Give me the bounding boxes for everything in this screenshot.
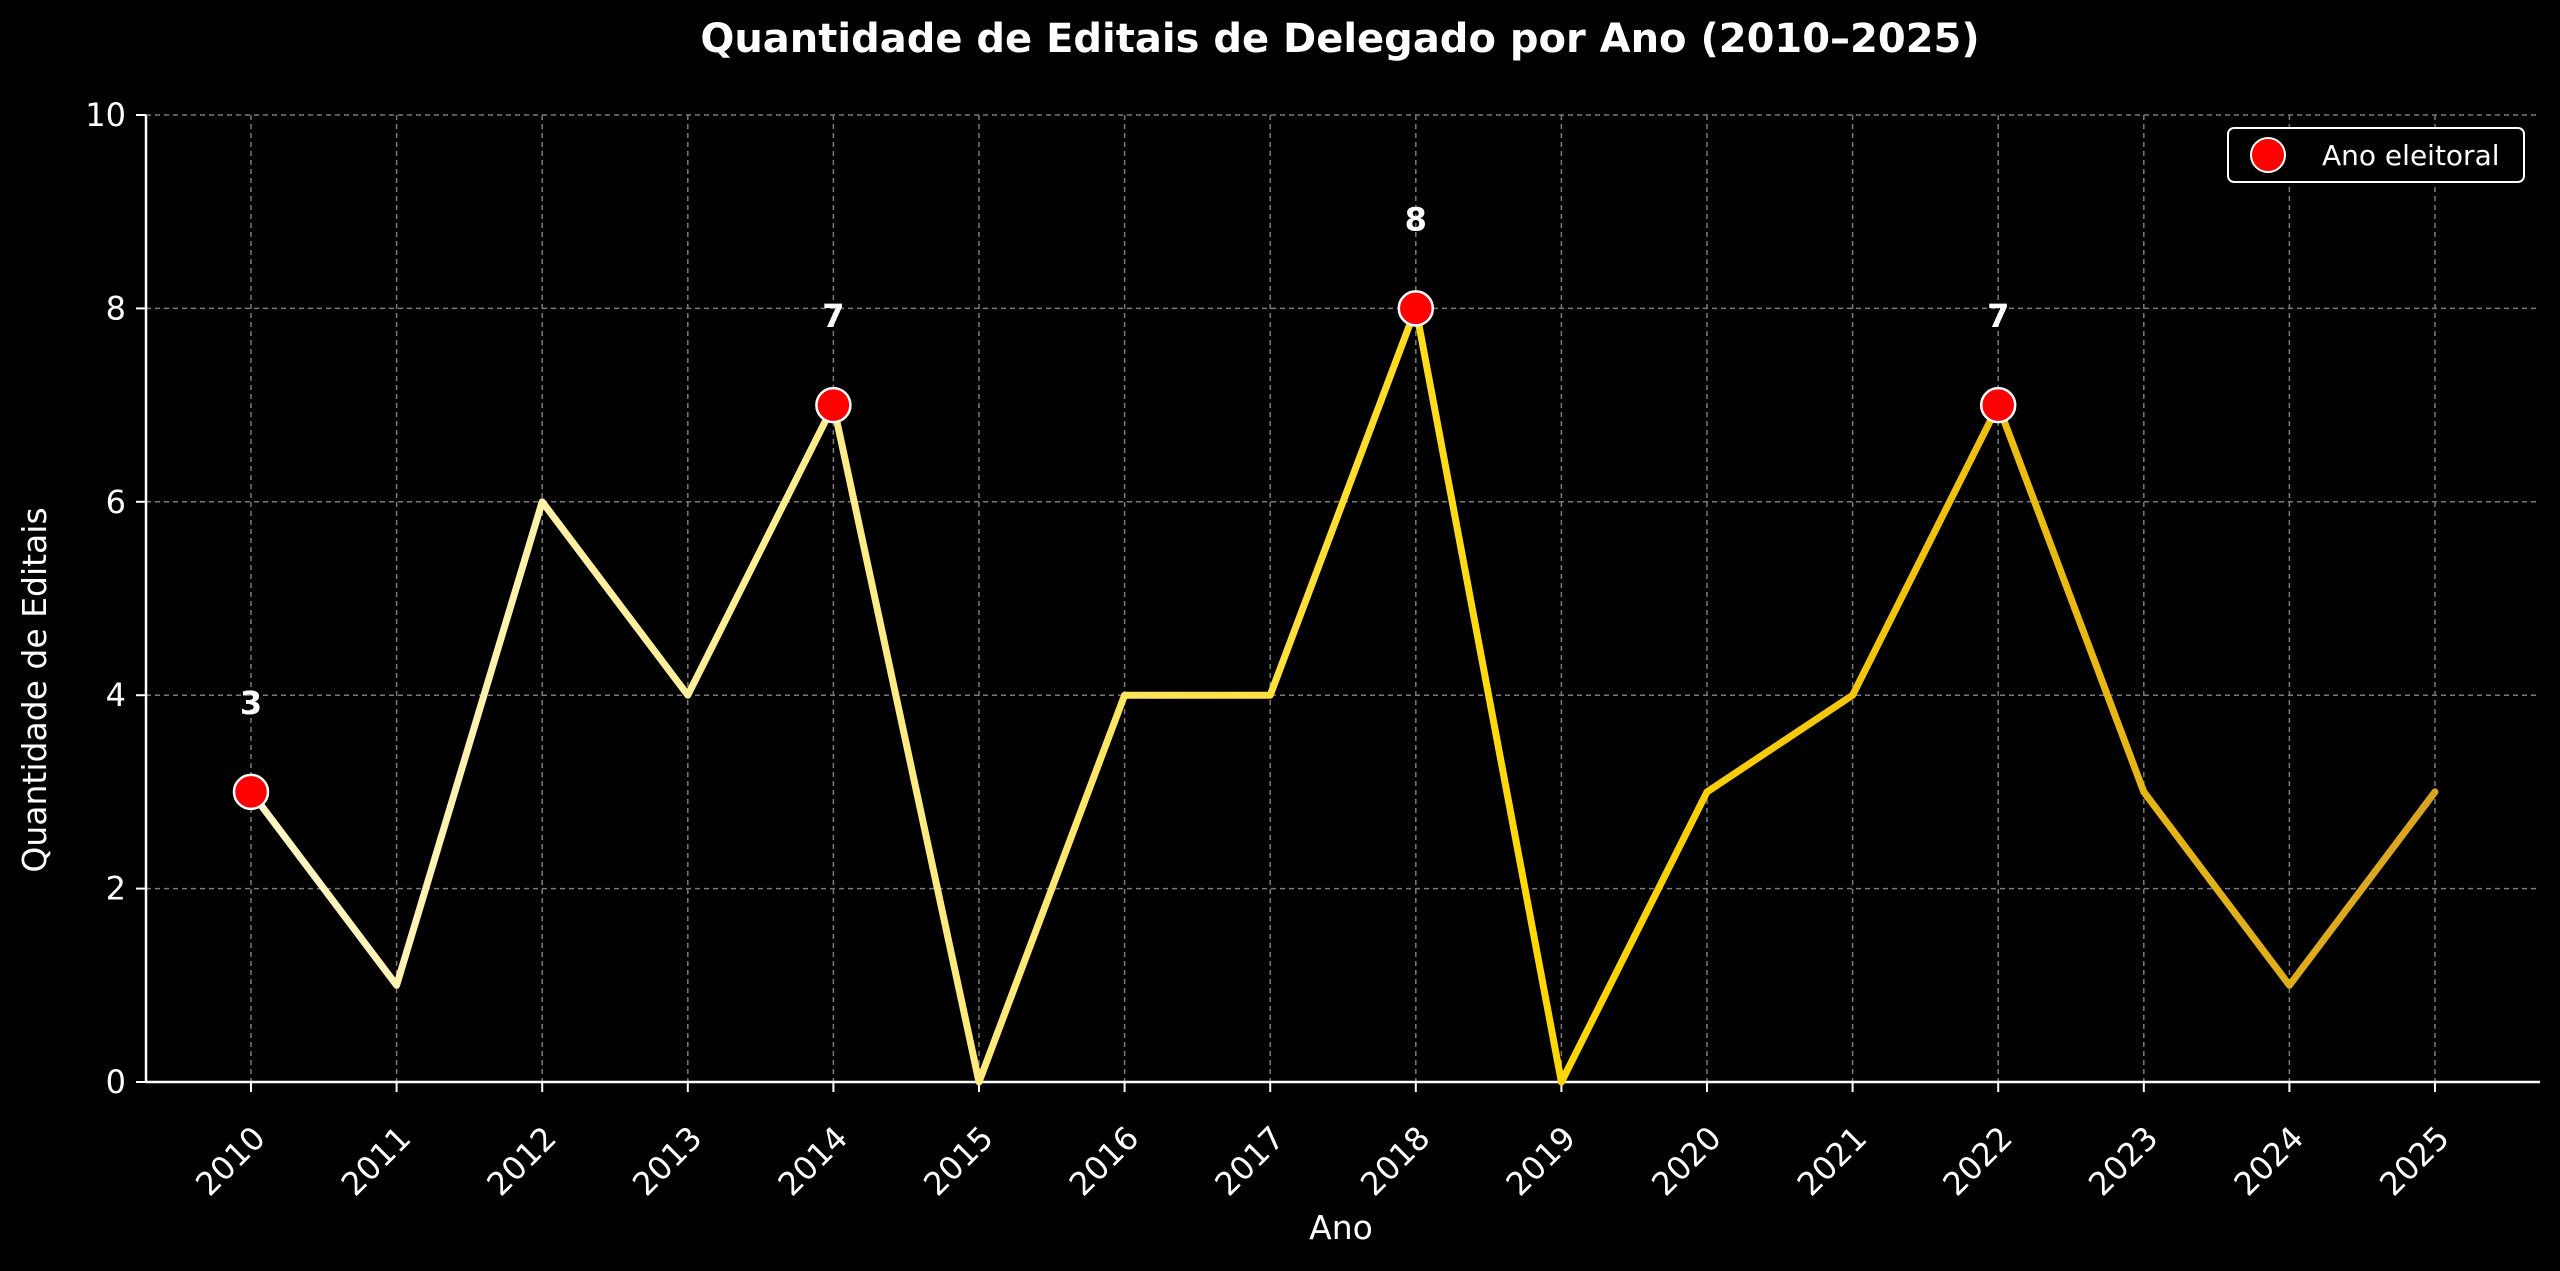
x-tick-label: 2011	[334, 1119, 418, 1203]
y-tick-label: 4	[106, 676, 126, 714]
data-label: 3	[240, 684, 262, 722]
x-tick-label: 2014	[771, 1119, 855, 1203]
axes	[136, 114, 2540, 1092]
x-tick-label: 2018	[1353, 1119, 1437, 1203]
series-line	[247, 304, 2439, 1086]
x-axis-label: Ano	[1309, 1208, 1373, 1247]
y-tick-label: 2	[106, 870, 126, 908]
tick-labels: 0 2 4 6 8 10 2010 2011 2012 2013 2014 2015 2016 2017 2…	[85, 96, 2456, 1203]
election-year-marker	[1397, 290, 1435, 327]
election-year-marker	[1979, 386, 2017, 424]
y-tick-label: 10	[85, 96, 126, 134]
x-tick-label: 2017	[1207, 1119, 1291, 1203]
y-tick-label: 8	[106, 289, 126, 327]
x-tick-label: 2013	[625, 1119, 709, 1203]
legend-marker	[2250, 137, 2286, 173]
x-tick-label: 2019	[1499, 1119, 1583, 1203]
legend: Ano eleitoral	[2227, 127, 2525, 183]
data-series	[247, 304, 2439, 1086]
data-labels: 3 7 8 7	[240, 200, 2009, 722]
legend-box	[2227, 127, 2525, 183]
x-tick-label: 2020	[1644, 1119, 1728, 1203]
x-tick-label: 2016	[1062, 1119, 1146, 1203]
x-tick-label: 2010	[188, 1119, 272, 1203]
x-tick-label: 2021	[1790, 1119, 1874, 1203]
data-label: 7	[822, 297, 844, 335]
y-tick-label: 6	[106, 483, 126, 521]
election-year-marker	[815, 386, 852, 424]
y-axis-label: Quantidade de Editais	[15, 507, 54, 872]
y-tick-label: 0	[106, 1063, 126, 1101]
highlight-markers	[232, 290, 2017, 811]
data-label: 8	[1405, 200, 1427, 238]
x-tick-label: 2023	[2081, 1119, 2165, 1203]
x-tick-label: 2015	[916, 1119, 1000, 1203]
x-tick-label: 2012	[479, 1119, 563, 1203]
legend-label: Ano eleitoral	[2322, 139, 2500, 172]
election-year-marker	[232, 773, 270, 811]
x-tick-label: 2022	[1935, 1119, 2019, 1203]
grid-lines	[146, 114, 2540, 1082]
x-tick-label: 2025	[2372, 1119, 2456, 1203]
data-label: 7	[1987, 297, 2009, 335]
x-tick-label: 2024	[2227, 1119, 2311, 1203]
chart-title: Quantidade de Editais de Delegado por An…	[700, 16, 1979, 62]
